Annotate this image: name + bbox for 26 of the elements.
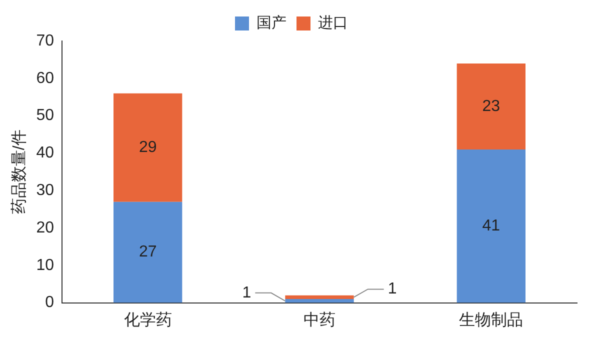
data-label: 41 — [482, 218, 500, 235]
x-tick-label: 化学药 — [124, 310, 172, 329]
y-tick-label: 40 — [36, 144, 54, 162]
bar — [285, 299, 354, 303]
bar — [285, 295, 354, 300]
bar — [456, 63, 526, 150]
bar — [113, 93, 182, 202]
x-tick-label: 中药 — [304, 310, 336, 329]
y-tick-label: 60 — [36, 70, 54, 87]
y-tick-label: 70 — [36, 32, 54, 50]
data-label: 29 — [138, 138, 157, 156]
data-label: 1 — [388, 280, 397, 298]
data-label: 27 — [138, 244, 157, 261]
y-tick-label: 20 — [36, 219, 54, 236]
y-tick-label: 30 — [36, 182, 54, 200]
legend-label: 进口 — [318, 14, 348, 32]
data-label: 1 — [242, 284, 252, 302]
bar — [456, 149, 526, 303]
bar — [113, 202, 182, 303]
data-label: 23 — [482, 98, 500, 115]
y-tick-label: 10 — [36, 256, 54, 274]
y-tick-label: 0 — [45, 294, 54, 312]
y-axis-title: 药品数量/件 — [10, 130, 28, 214]
y-tick-label: 50 — [36, 107, 54, 124]
legend-label: 国产 — [256, 14, 286, 32]
x-tick-label: 生物制品 — [459, 310, 524, 329]
